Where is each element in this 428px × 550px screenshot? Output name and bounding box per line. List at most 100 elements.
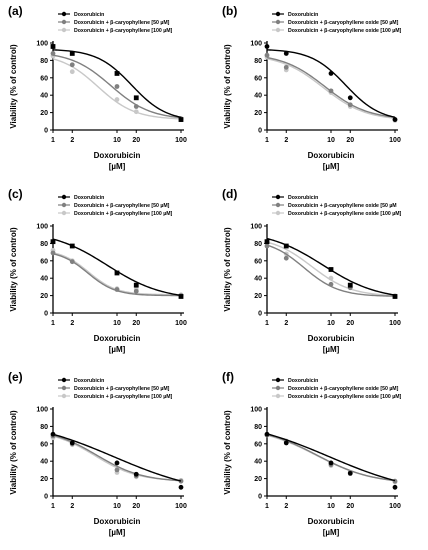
x-tick-label: 20	[132, 503, 140, 510]
legend-label: Doxorubicin	[74, 378, 104, 384]
legend-label: Doxorubicin + β-caryophyllene oxide [50 …	[288, 203, 397, 209]
data-point	[50, 431, 56, 437]
legend-marker	[61, 19, 67, 25]
legend-entry: Doxorubicin + β-caryophyllene oxide [50 …	[272, 19, 399, 26]
data-point	[133, 104, 139, 109]
legend-label: Doxorubicin + β-caryophyllene [100 µM]	[74, 28, 173, 34]
panel-label: (e)	[8, 370, 23, 384]
chart-panel: (e) Doxorubicin Doxorubicin + β-caryophyll…	[8, 370, 187, 537]
data-point	[392, 117, 398, 122]
y-tick-label: 40	[40, 93, 48, 100]
y-tick-label: 100	[250, 224, 262, 231]
x-tick-label: 1	[51, 503, 55, 510]
panel-label: (c)	[8, 187, 23, 201]
x-axis-title: Doxorubicin	[94, 151, 141, 160]
y-tick-label: 100	[36, 41, 48, 48]
data-point	[264, 239, 270, 245]
y-tick-label: 60	[254, 258, 262, 265]
data-point	[283, 255, 289, 261]
data-point	[347, 282, 353, 288]
legend-label: Doxorubicin + β-caryophyllene oxide [100…	[288, 28, 402, 34]
panel-label: (a)	[8, 4, 23, 18]
data-point	[133, 471, 139, 477]
x-tick-label: 2	[70, 503, 74, 510]
data-point	[264, 52, 270, 58]
data-point	[178, 117, 184, 122]
y-tick-label: 60	[254, 441, 262, 448]
x-axis-unit: [µM]	[109, 528, 126, 537]
x-axis-title: Doxorubicin	[308, 334, 355, 343]
legend-label: Doxorubicin	[288, 195, 318, 201]
chart-panel: (a) Doxorubicin Doxorubicin + β-caryophyll…	[8, 4, 187, 171]
x-tick-label: 10	[327, 137, 335, 144]
y-tick-label: 80	[254, 58, 262, 65]
data-point	[69, 440, 75, 446]
series-curve	[266, 49, 396, 118]
y-tick-label: 60	[40, 75, 48, 82]
y-tick-label: 0	[258, 128, 262, 135]
legend-entry: Doxorubicin	[272, 11, 318, 18]
y-tick-label: 0	[258, 311, 262, 318]
y-tick-label: 100	[250, 41, 262, 48]
y-tick-label: 0	[44, 494, 48, 501]
data-point	[50, 239, 56, 245]
data-point	[114, 84, 120, 89]
x-tick-label: 20	[346, 137, 354, 144]
legend-marker	[61, 194, 67, 200]
legend-marker	[61, 385, 67, 391]
y-tick-label: 80	[40, 424, 48, 431]
x-axis-unit: [µM]	[323, 162, 340, 171]
data-point	[328, 267, 334, 272]
legend-entry: Doxorubicin	[272, 194, 318, 201]
y-axis-title: Viability (% of control)	[223, 44, 232, 129]
y-tick-label: 20	[254, 293, 262, 300]
legend-label: Doxorubicin + β-caryophyllene oxide [50 …	[288, 20, 399, 26]
x-tick-label: 10	[327, 320, 335, 327]
data-point	[328, 71, 334, 76]
x-axis-title: Doxorubicin	[308, 517, 355, 526]
data-point	[69, 259, 75, 265]
y-tick-label: 80	[40, 58, 48, 65]
y-axis-title: Viability (% of control)	[9, 227, 18, 312]
x-tick-label: 20	[132, 320, 140, 327]
y-tick-label: 20	[254, 110, 262, 117]
y-tick-label: 40	[254, 459, 262, 466]
legend-label: Doxorubicin + β-caryophyllene oxide [100…	[288, 394, 402, 400]
legend-marker	[275, 19, 281, 25]
x-tick-label: 20	[346, 503, 354, 510]
data-point	[264, 243, 270, 249]
legend-entry: Doxorubicin + β-caryophyllene oxide [100…	[272, 210, 402, 217]
y-tick-label: 0	[258, 494, 262, 501]
y-tick-label: 60	[254, 75, 262, 82]
legend-entry: Doxorubicin + β-caryophyllene [50 µM]	[58, 385, 170, 392]
data-point	[50, 44, 56, 49]
legend-label: Doxorubicin + β-caryophyllene [100 µM]	[74, 211, 173, 217]
series-curve	[266, 433, 396, 482]
data-point	[69, 69, 75, 75]
legend-marker	[275, 27, 281, 33]
legend-marker	[275, 377, 281, 383]
legend-marker	[275, 194, 281, 200]
x-tick-label: 1	[265, 503, 269, 510]
data-point	[328, 460, 334, 466]
data-point	[69, 243, 75, 249]
legend-marker	[61, 11, 67, 17]
y-tick-label: 20	[40, 110, 48, 117]
y-tick-label: 100	[250, 407, 262, 414]
data-point	[328, 281, 334, 287]
x-axis-title: Doxorubicin	[308, 151, 355, 160]
legend-entry: Doxorubicin + β-caryophyllene oxide [100…	[272, 27, 402, 34]
y-tick-label: 80	[254, 241, 262, 248]
data-point	[328, 88, 334, 94]
x-axis-unit: [µM]	[109, 162, 126, 171]
x-tick-label: 1	[51, 137, 55, 144]
data-point	[328, 275, 334, 281]
data-point	[114, 467, 120, 473]
y-tick-label: 60	[40, 258, 48, 265]
y-tick-label: 40	[254, 93, 262, 100]
data-point	[264, 44, 270, 49]
legend-entry: Doxorubicin + β-caryophyllene oxide [50 …	[272, 202, 397, 209]
data-point	[283, 243, 289, 249]
legend-label: Doxorubicin + β-caryophyllene oxide [50 …	[288, 386, 399, 392]
x-axis-unit: [µM]	[109, 345, 126, 354]
